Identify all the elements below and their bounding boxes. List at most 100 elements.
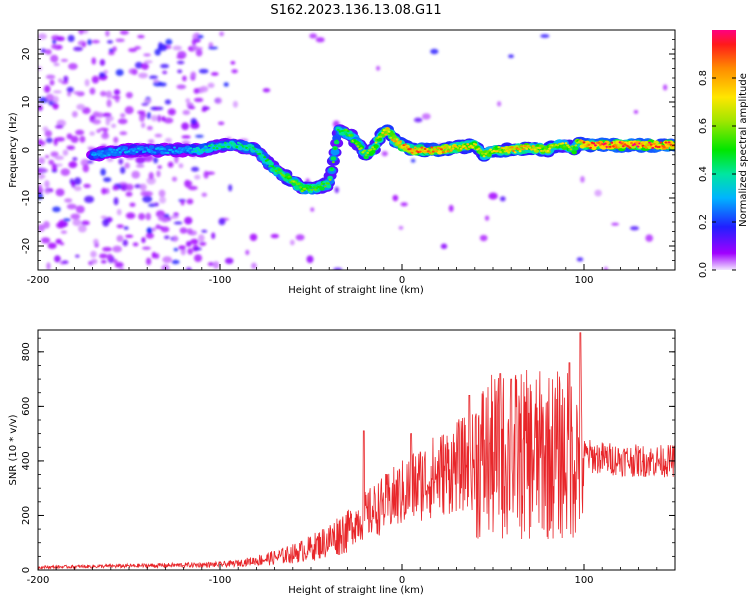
ridge-mark: [335, 139, 339, 142]
noise-speck: [119, 30, 129, 35]
noise-speck: [151, 251, 157, 259]
noise-speck: [87, 146, 94, 150]
ridge-mark: [232, 142, 235, 145]
ridge-mark: [572, 146, 576, 149]
x-tick-label: -200: [27, 575, 50, 586]
noise-speck: [132, 242, 139, 247]
noise-speck: [193, 247, 202, 251]
ridge-mark: [431, 150, 435, 153]
noise-speck: [118, 158, 124, 165]
noise-speck: [46, 262, 51, 270]
ridge-mark: [214, 144, 217, 147]
noise-speck: [81, 42, 87, 48]
ridge-mark: [99, 152, 103, 155]
ridge-mark: [566, 144, 570, 147]
noise-speck: [98, 127, 109, 131]
noise-speck: [112, 46, 117, 52]
ridge-mark: [567, 146, 571, 149]
noise-speck: [376, 65, 381, 71]
ridge-mark: [646, 144, 650, 147]
noise-speck: [440, 243, 448, 249]
noise-speck: [156, 170, 161, 178]
noise-speck: [334, 186, 339, 194]
ridge-mark: [653, 142, 656, 145]
noise-speck: [249, 233, 258, 242]
noise-speck: [413, 117, 423, 123]
noise-speck: [580, 176, 585, 183]
ridge-mark: [420, 146, 424, 149]
noise-speck: [150, 106, 158, 111]
noise-speck: [630, 226, 640, 231]
y-tick-label: 400: [21, 451, 32, 470]
noise-speck: [143, 53, 151, 57]
noise-speck: [38, 173, 44, 180]
ridge-mark: [443, 146, 447, 149]
ridge-mark: [449, 149, 453, 152]
noise-speck: [60, 58, 69, 63]
ridge-mark: [635, 141, 638, 144]
noise-speck: [71, 110, 78, 118]
noise-speck: [197, 34, 204, 39]
ridge-mark: [381, 131, 384, 134]
noise-speck: [167, 161, 174, 168]
noise-speck: [124, 106, 134, 115]
noise-speck: [116, 208, 122, 216]
ridge-mark: [194, 150, 198, 153]
ridge-mark: [353, 139, 357, 142]
colorbar: 0.0 0.2 0.4 0.6 0.8 Normalized spectral ampl…: [698, 30, 749, 278]
ridge-mark: [530, 148, 533, 151]
y-tick-label: 600: [21, 397, 32, 416]
noise-speck: [66, 133, 73, 140]
noise-speck: [145, 232, 155, 239]
ridge-mark: [508, 148, 512, 151]
colorbar-label: Normalized spectral amplitude: [738, 73, 749, 227]
noise-speck: [44, 130, 53, 138]
spectrogram-x-label: Height of straight line (km): [288, 285, 424, 296]
noise-speck: [155, 224, 161, 229]
noise-speck: [62, 149, 69, 156]
ridge-mark: [507, 151, 511, 154]
noise-speck: [58, 219, 65, 228]
ridge-mark: [350, 134, 353, 137]
noise-speck: [410, 158, 416, 163]
noise-speck: [87, 160, 94, 164]
noise-speck: [499, 196, 506, 202]
noise-speck: [111, 95, 121, 99]
ridge-mark: [215, 147, 219, 150]
ridge-mark: [574, 144, 578, 147]
ridge-mark: [222, 145, 226, 148]
ridge-mark: [533, 148, 537, 151]
noise-speck: [177, 69, 183, 74]
ridge-mark: [148, 145, 155, 150]
snr-panel: -200 -100 0 100 0 200 400 600 800 Height of str…: [8, 329, 676, 596]
ridge-mark: [621, 145, 625, 148]
noise-speck: [113, 136, 119, 144]
ridge-mark: [485, 151, 489, 154]
ridge-mark: [426, 150, 430, 153]
noise-speck: [79, 135, 86, 143]
ridge-mark: [327, 182, 330, 185]
ridge-mark: [143, 150, 147, 153]
noise-speck: [40, 48, 47, 54]
ridge-mark: [630, 142, 633, 145]
ridge-mark: [464, 147, 468, 150]
noise-speck: [115, 69, 124, 77]
ridge-mark: [319, 186, 325, 191]
ridge-mark: [163, 148, 167, 151]
ridge-mark: [330, 167, 334, 170]
ridge-mark: [474, 143, 478, 146]
ridge-mark: [307, 189, 311, 192]
ridge-mark: [410, 151, 414, 154]
noise-speck: [173, 235, 178, 242]
ridge-mark: [626, 145, 630, 148]
noise-speck: [184, 180, 193, 187]
ridge-mark: [437, 150, 443, 155]
ridge-mark: [513, 151, 517, 154]
ridge-mark: [510, 146, 514, 149]
ridge-mark: [463, 145, 466, 148]
ridge-mark: [497, 146, 501, 149]
ridge-mark: [616, 146, 620, 149]
ridge-mark: [140, 147, 144, 151]
noise-speck: [218, 121, 225, 125]
ridge-mark: [441, 151, 445, 154]
